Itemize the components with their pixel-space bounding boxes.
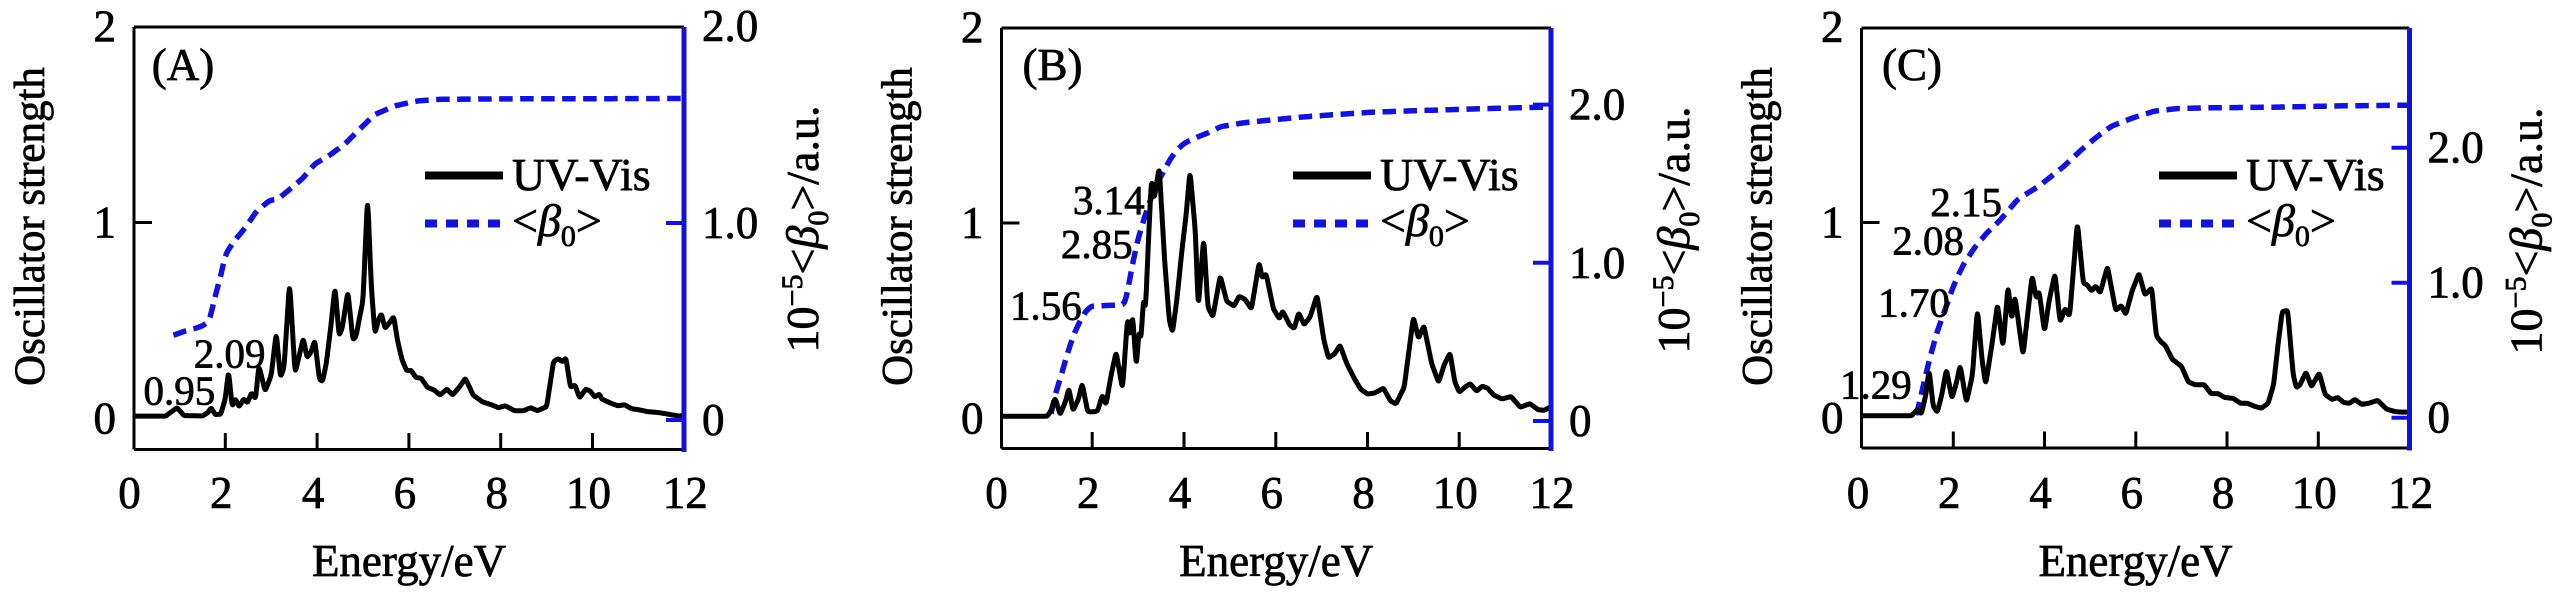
svg-text:1: 1	[1821, 198, 1844, 248]
svg-text:10−5<β0>/a.u.: 10−5<β0>/a.u.	[2500, 108, 2559, 355]
svg-text:2: 2	[94, 2, 117, 52]
svg-text:12: 12	[2388, 468, 2433, 518]
svg-text:(B): (B)	[1023, 40, 1083, 90]
svg-text:1: 1	[94, 198, 117, 248]
svg-text:0: 0	[961, 394, 984, 444]
svg-text:1: 1	[961, 198, 984, 248]
svg-text:1.0: 1.0	[1569, 238, 1625, 288]
svg-text:0: 0	[702, 395, 725, 445]
svg-text:2: 2	[210, 468, 233, 518]
svg-text:0: 0	[2428, 393, 2451, 443]
svg-text:6: 6	[394, 468, 417, 518]
svg-text:1.56: 1.56	[1010, 283, 1082, 329]
svg-text:0: 0	[94, 394, 117, 444]
svg-text:Energy/eV: Energy/eV	[2038, 536, 2232, 586]
svg-text:UV-Vis: UV-Vis	[1380, 149, 1519, 200]
svg-text:0.95: 0.95	[144, 368, 216, 414]
svg-text:12: 12	[663, 468, 708, 518]
svg-text:2.0: 2.0	[702, 1, 758, 51]
svg-text:10: 10	[2292, 468, 2337, 518]
svg-text:2.85: 2.85	[1061, 221, 1133, 267]
svg-text:12: 12	[1530, 468, 1575, 518]
svg-text:10: 10	[566, 468, 611, 518]
svg-text:0: 0	[1821, 393, 1844, 443]
svg-text:Oscillator strength: Oscillator strength	[875, 67, 922, 386]
svg-text:2: 2	[1077, 468, 1100, 518]
svg-text:Oscillator strength: Oscillator strength	[1735, 67, 1782, 386]
svg-text:10−5<β0>/a.u.: 10−5<β0>/a.u.	[776, 106, 835, 353]
svg-text:2: 2	[1938, 468, 1961, 518]
svg-text:8: 8	[2212, 468, 2235, 518]
svg-text:2.08: 2.08	[1892, 217, 1964, 263]
svg-text:2: 2	[961, 3, 984, 53]
svg-text:0: 0	[985, 468, 1008, 518]
svg-text:(A): (A)	[152, 40, 214, 90]
svg-text:UV-Vis: UV-Vis	[2246, 149, 2385, 200]
svg-text:1.0: 1.0	[702, 198, 758, 248]
svg-text:2.0: 2.0	[1569, 80, 1625, 130]
svg-text:Energy/eV: Energy/eV	[312, 536, 506, 586]
svg-text:<β0>: <β0>	[2246, 195, 2336, 253]
svg-text:2.09: 2.09	[194, 331, 266, 377]
svg-text:0: 0	[1847, 468, 1870, 518]
svg-text:6: 6	[2121, 468, 2144, 518]
svg-text:2.15: 2.15	[1930, 179, 2002, 225]
svg-text:0: 0	[1569, 396, 1592, 446]
svg-text:8: 8	[485, 468, 508, 518]
svg-text:4: 4	[1169, 468, 1192, 518]
svg-text:6: 6	[1261, 468, 1284, 518]
svg-text:8: 8	[1352, 468, 1375, 518]
svg-text:Energy/eV: Energy/eV	[1179, 536, 1373, 586]
svg-text:4: 4	[302, 468, 325, 518]
svg-text:<β0>: <β0>	[512, 195, 602, 253]
svg-text:1.70: 1.70	[1878, 280, 1950, 326]
svg-text:4: 4	[2029, 468, 2052, 518]
svg-text:1.0: 1.0	[2428, 258, 2484, 308]
svg-text:0: 0	[118, 468, 141, 518]
svg-text:Oscillator strength: Oscillator strength	[7, 67, 54, 386]
svg-text:2.0: 2.0	[2428, 123, 2484, 173]
svg-text:10: 10	[1433, 468, 1478, 518]
svg-text:UV-Vis: UV-Vis	[512, 149, 651, 200]
svg-text:2: 2	[1821, 2, 1844, 52]
svg-text:3.14: 3.14	[1073, 177, 1145, 223]
svg-text:10−5<β0>/a.u.: 10−5<β0>/a.u.	[1647, 107, 1706, 354]
svg-text:(C): (C)	[1882, 40, 1942, 90]
svg-text:<β0>: <β0>	[1380, 195, 1470, 253]
svg-text:1.29: 1.29	[1840, 362, 1912, 408]
